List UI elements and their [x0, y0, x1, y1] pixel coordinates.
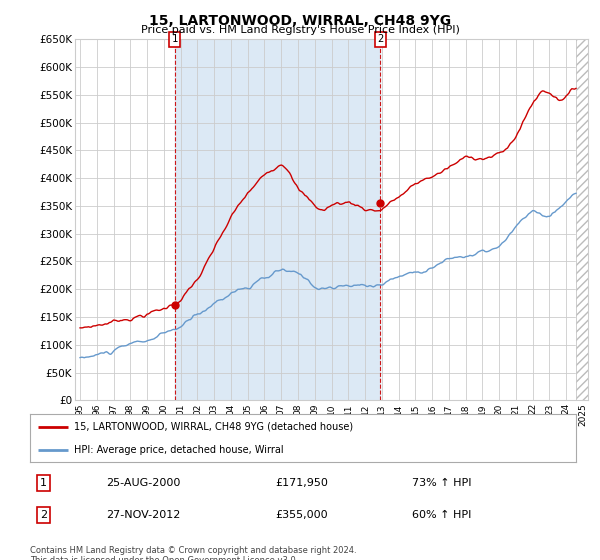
Bar: [576, 39, 588, 400]
Text: 73% ↑ HPI: 73% ↑ HPI: [412, 478, 472, 488]
Text: 15, LARTONWOOD, WIRRAL, CH48 9YG: 15, LARTONWOOD, WIRRAL, CH48 9YG: [149, 14, 451, 28]
Bar: [175, 39, 380, 400]
Text: Contains HM Land Registry data © Crown copyright and database right 2024.
This d: Contains HM Land Registry data © Crown c…: [30, 546, 356, 560]
Text: 2: 2: [40, 510, 47, 520]
Text: 60% ↑ HPI: 60% ↑ HPI: [412, 510, 472, 520]
Text: £171,950: £171,950: [276, 478, 329, 488]
Text: 27-NOV-2012: 27-NOV-2012: [106, 510, 181, 520]
Bar: [576, 39, 588, 400]
Text: 2: 2: [377, 34, 383, 44]
Text: 1: 1: [40, 478, 47, 488]
Text: Price paid vs. HM Land Registry's House Price Index (HPI): Price paid vs. HM Land Registry's House …: [140, 25, 460, 35]
Text: HPI: Average price, detached house, Wirral: HPI: Average price, detached house, Wirr…: [74, 445, 283, 455]
Text: 15, LARTONWOOD, WIRRAL, CH48 9YG (detached house): 15, LARTONWOOD, WIRRAL, CH48 9YG (detach…: [74, 422, 353, 432]
Text: £355,000: £355,000: [276, 510, 328, 520]
Text: 1: 1: [172, 34, 178, 44]
Text: 25-AUG-2000: 25-AUG-2000: [106, 478, 181, 488]
